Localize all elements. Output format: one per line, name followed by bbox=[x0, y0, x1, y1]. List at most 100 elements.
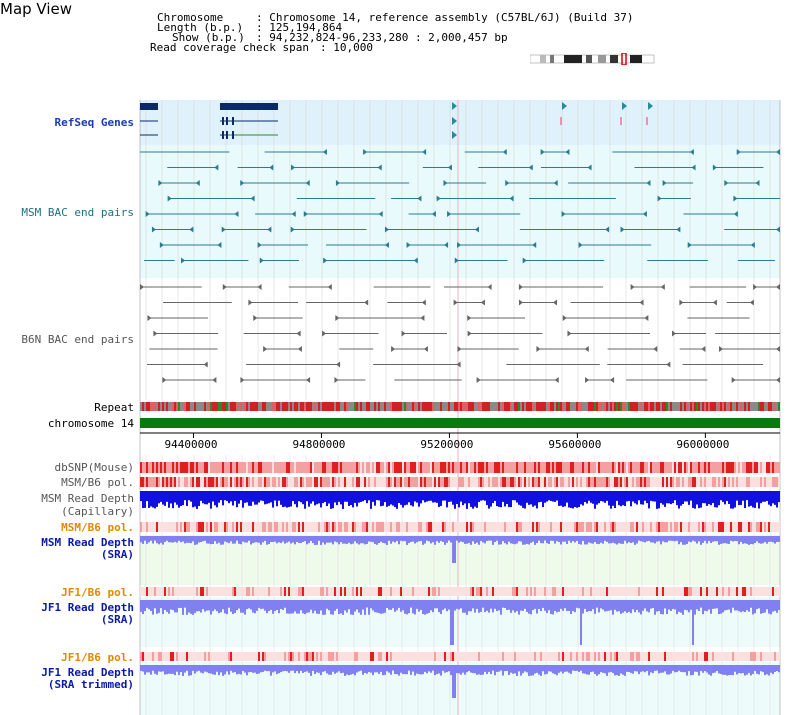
jf1-trim-depth-bar bbox=[602, 665, 604, 673]
jf1-trim-depth-bar bbox=[230, 665, 232, 671]
jf1-pol-cell bbox=[380, 587, 382, 596]
msm-pol-cell bbox=[770, 477, 772, 487]
jf1-trim-depth-bar bbox=[202, 665, 204, 674]
msm-pol-cell bbox=[246, 477, 248, 487]
jf1-pol2-cell bbox=[558, 652, 560, 661]
msm-pol2-cell bbox=[526, 522, 528, 532]
msm-pol2-cell bbox=[714, 522, 716, 532]
jf1-sra-depth-bar bbox=[468, 600, 470, 612]
dbsnp-cell bbox=[252, 462, 254, 473]
jf1-pol2-cell bbox=[234, 652, 236, 661]
jf1-pol2-cell bbox=[538, 652, 540, 661]
track-label-jf1-pol-2: JF1/B6 pol. bbox=[61, 651, 134, 664]
msm-cap-depth-bar bbox=[754, 491, 756, 508]
chromosome-ideogram[interactable] bbox=[530, 53, 656, 65]
msm-pol-cell bbox=[260, 477, 262, 487]
msm-pol2-cell bbox=[144, 522, 146, 532]
msm-sra-depth-bar bbox=[140, 536, 142, 543]
msm-sra-depth-bar bbox=[464, 536, 466, 544]
jf1-trim-depth-bar bbox=[172, 665, 174, 674]
b6n-bac-pair-arrow bbox=[467, 330, 472, 337]
jf1-trim-depth-bar bbox=[184, 665, 186, 673]
msm-cap-depth-bar bbox=[586, 491, 588, 504]
dbsnp-cell bbox=[224, 462, 226, 473]
jf1-pol2-cell bbox=[488, 652, 490, 661]
repeat-cell bbox=[618, 402, 620, 411]
repeat-cell bbox=[728, 402, 730, 411]
jf1-pol2-cell bbox=[222, 652, 224, 661]
jf1-sra-depth-bar bbox=[768, 600, 770, 614]
msm-cap-depth-bar bbox=[584, 491, 586, 503]
msm-pol-cell bbox=[536, 477, 538, 487]
dbsnp-cell bbox=[302, 462, 304, 473]
jf1-trim-depth-bar bbox=[708, 665, 710, 675]
msm-pol-cell bbox=[744, 477, 746, 487]
jf1-sra-depth-bar bbox=[706, 600, 708, 612]
jf1-pol2-cell bbox=[580, 652, 582, 661]
msm-pol-cell bbox=[664, 477, 666, 487]
dbsnp-cell bbox=[546, 462, 548, 473]
track-label-b6n-bac[interactable]: B6N BAC end pairs bbox=[21, 333, 134, 346]
repeat-cell bbox=[724, 402, 726, 411]
msm-cap-depth-bar bbox=[406, 491, 408, 505]
repeat-cell bbox=[146, 402, 148, 411]
msm-cap-depth-bar bbox=[560, 491, 562, 506]
msm-pol-cell bbox=[356, 477, 358, 487]
jf1-pol2-cell bbox=[322, 652, 324, 661]
track-label-chromosome: chromosome 14 bbox=[47, 417, 134, 430]
msm-sra-depth-bar bbox=[614, 536, 616, 544]
msm-cap-depth-bar bbox=[540, 491, 542, 502]
jf1-sra-depth-bar bbox=[268, 600, 270, 612]
msm-pol2-cell bbox=[140, 522, 142, 532]
jf1-sra-depth-bar bbox=[440, 600, 442, 615]
msm-sra-depth-bar bbox=[402, 536, 404, 542]
msm-cap-depth-bar bbox=[390, 491, 392, 505]
msm-sra-depth-bar bbox=[720, 536, 722, 544]
jf1-pol2-cell bbox=[294, 652, 296, 661]
msm-pol2-cell bbox=[566, 522, 568, 532]
jf1-trim-depth-bar bbox=[314, 665, 316, 674]
jf1-sra-depth-bar bbox=[376, 600, 378, 613]
show-value: : 94,232,824-96,233,280 : 2,000,457 bp bbox=[256, 31, 508, 44]
jf1-pol2-cell bbox=[316, 652, 318, 661]
jf1-sra-depth-bar bbox=[738, 600, 740, 612]
jf1-sra-depth-bar bbox=[322, 600, 324, 615]
jf1-sra-depth-bar bbox=[610, 600, 612, 611]
jf1-trim-depth-bar bbox=[490, 665, 492, 675]
repeat-cell bbox=[416, 402, 418, 411]
jf1-trim-depth-bar bbox=[288, 665, 290, 673]
jf1-trim-depth-bar bbox=[434, 665, 436, 676]
jf1-sra-depth-bar bbox=[508, 600, 510, 610]
repeat-cell bbox=[710, 402, 712, 411]
jf1-sra-depth-bar bbox=[250, 600, 252, 610]
jf1-sra-depth-bar bbox=[392, 600, 394, 609]
msm-sra-depth-bar bbox=[352, 536, 354, 544]
msm-pol-cell bbox=[302, 477, 304, 487]
dbsnp-cell bbox=[766, 462, 768, 473]
jf1-trim-depth-bar bbox=[542, 665, 544, 672]
jf1-pol2-cell bbox=[672, 652, 674, 661]
msm-cap-depth-bar bbox=[536, 491, 538, 509]
dbsnp-cell bbox=[370, 462, 372, 473]
repeat-cell bbox=[648, 402, 650, 411]
jf1-trim-depth-bar bbox=[728, 665, 730, 676]
jf1-sra-depth-bar bbox=[480, 600, 482, 612]
jf1-sra-depth-bar bbox=[340, 600, 342, 614]
jf1-pol2-cell bbox=[600, 652, 602, 661]
dbsnp-cell bbox=[424, 462, 426, 473]
msm-pol2-cell bbox=[178, 522, 180, 532]
repeat-cell bbox=[488, 402, 490, 411]
track-label-refseq[interactable]: RefSeq Genes bbox=[54, 116, 134, 129]
msm-pol-cell bbox=[550, 477, 552, 487]
msm-cap-depth-bar bbox=[428, 491, 430, 501]
msm-sra-depth-bar bbox=[318, 536, 320, 541]
msm-bac-pair-arrow bbox=[181, 257, 186, 264]
repeat-cell bbox=[456, 402, 458, 411]
jf1-pol2-cell bbox=[632, 652, 634, 661]
track-label-msm-bac[interactable]: MSM BAC end pairs bbox=[21, 206, 134, 219]
jf1-pol2-cell bbox=[416, 652, 418, 661]
jf1-sra-depth-bar bbox=[378, 600, 380, 614]
jf1-trim-depth-bar bbox=[720, 665, 722, 675]
jf1-pol2-cell bbox=[210, 652, 212, 661]
